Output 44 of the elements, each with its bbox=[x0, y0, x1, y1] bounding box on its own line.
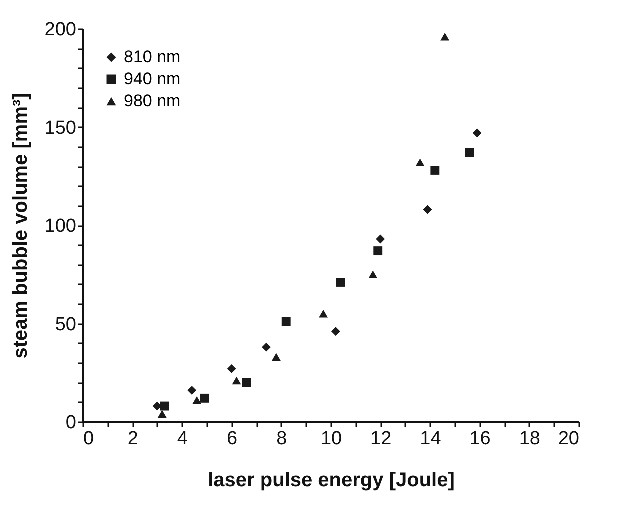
point bbox=[158, 410, 167, 418]
point bbox=[192, 396, 202, 404]
y-axis-title: steam bubble volume [mm³] bbox=[10, 93, 32, 359]
point bbox=[272, 353, 281, 362]
point bbox=[440, 32, 450, 41]
point bbox=[376, 234, 386, 244]
x-tick-label: 18 bbox=[519, 428, 540, 450]
x-tick-label: 0 bbox=[84, 428, 94, 450]
point bbox=[242, 378, 252, 388]
point bbox=[430, 166, 440, 175]
x-tick-label: 10 bbox=[320, 428, 342, 450]
x-tick-label: 2 bbox=[128, 428, 138, 450]
point bbox=[374, 246, 383, 256]
y-tick-label: 150 bbox=[44, 118, 76, 139]
point bbox=[232, 376, 242, 385]
point bbox=[368, 270, 378, 278]
point bbox=[465, 148, 474, 158]
point bbox=[227, 364, 236, 374]
y-tick-label: 200 bbox=[44, 20, 76, 40]
legend-label: 980 nm bbox=[124, 92, 181, 110]
point bbox=[200, 394, 209, 403]
point bbox=[423, 205, 432, 214]
point bbox=[319, 310, 328, 318]
x-tick-label: 16 bbox=[470, 428, 491, 450]
y-tick-label: 0 bbox=[66, 412, 76, 434]
point bbox=[331, 327, 340, 336]
point bbox=[160, 402, 170, 411]
y-tick-label: 100 bbox=[44, 216, 76, 237]
point bbox=[416, 158, 425, 166]
x-tick-label: 14 bbox=[420, 428, 442, 450]
point bbox=[472, 128, 482, 138]
x-tick-label: 8 bbox=[276, 428, 288, 450]
point bbox=[282, 317, 291, 326]
legend-label: 940 nm bbox=[124, 70, 181, 88]
x-axis-title: laser pulse energy [Joule] bbox=[208, 470, 455, 492]
x-tick-label: 4 bbox=[177, 428, 188, 450]
legend-label: 810 nm bbox=[124, 48, 181, 66]
point bbox=[188, 386, 197, 396]
point bbox=[262, 342, 271, 352]
x-tick-label: 6 bbox=[227, 428, 238, 450]
x-tick-label: 12 bbox=[370, 428, 392, 450]
x-tick-label: 20 bbox=[558, 428, 580, 450]
y-tick-label: 50 bbox=[55, 314, 76, 336]
point bbox=[336, 278, 346, 287]
